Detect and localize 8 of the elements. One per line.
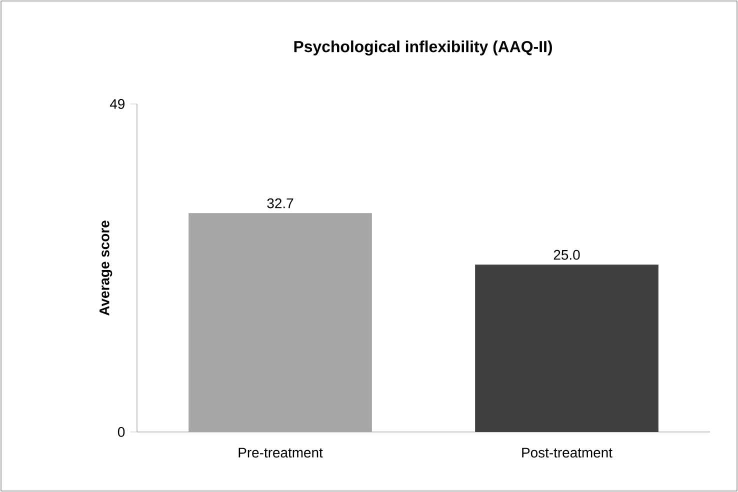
y-tick-label: 0 bbox=[118, 427, 125, 437]
chart-title: Psychological inflexibility (AAQ-II) bbox=[294, 40, 552, 56]
data-label: 32.7 bbox=[267, 198, 294, 208]
x-tick-label: Post-treatment bbox=[522, 448, 612, 458]
y-axis-title: Average score bbox=[100, 220, 112, 316]
y-tick-label: 49 bbox=[110, 99, 124, 109]
data-label: 25.0 bbox=[554, 250, 580, 260]
x-tick-label: Pre-treatment bbox=[238, 448, 323, 458]
